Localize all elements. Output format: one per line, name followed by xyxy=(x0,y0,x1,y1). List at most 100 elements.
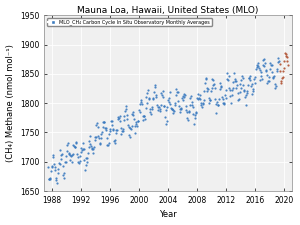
Point xyxy=(255,61,260,65)
Point xyxy=(209,87,214,90)
Point xyxy=(46,165,50,169)
Point xyxy=(104,136,109,140)
Point xyxy=(134,120,138,124)
Point xyxy=(195,96,200,100)
Point xyxy=(118,115,122,118)
Point xyxy=(211,83,216,87)
Point xyxy=(154,95,158,99)
Point xyxy=(58,148,62,152)
Point xyxy=(267,75,272,79)
Point xyxy=(277,59,281,63)
Point xyxy=(183,94,188,97)
Point xyxy=(212,82,217,86)
Point xyxy=(84,157,88,160)
Point xyxy=(63,161,68,164)
Point xyxy=(159,92,164,95)
Point xyxy=(156,108,161,112)
Point xyxy=(198,102,203,105)
Point xyxy=(214,102,218,106)
Point xyxy=(215,103,220,106)
Point xyxy=(110,119,115,123)
Point xyxy=(223,94,227,97)
Point xyxy=(149,108,154,111)
Point xyxy=(286,63,290,67)
Point xyxy=(221,97,226,101)
Point xyxy=(75,160,80,164)
Point xyxy=(268,63,273,67)
Point xyxy=(85,157,90,160)
Point xyxy=(167,90,172,94)
Point xyxy=(222,102,227,106)
Point xyxy=(259,75,264,78)
Point xyxy=(179,106,184,110)
Point xyxy=(236,97,241,101)
Point xyxy=(270,63,275,67)
Point xyxy=(198,97,203,101)
Point xyxy=(90,146,94,150)
Point xyxy=(72,145,77,148)
Point xyxy=(254,65,259,69)
Point xyxy=(248,74,253,78)
Point xyxy=(224,78,229,81)
Point xyxy=(211,79,215,82)
Point xyxy=(201,102,206,106)
Point xyxy=(107,127,112,130)
Point xyxy=(279,79,284,83)
Point xyxy=(251,88,256,91)
Point xyxy=(141,114,146,118)
Point xyxy=(150,96,155,100)
Point xyxy=(173,93,178,97)
Point xyxy=(64,143,69,146)
Point xyxy=(125,117,130,121)
Point xyxy=(207,98,212,102)
Point xyxy=(114,128,119,131)
Point xyxy=(179,96,184,100)
Point xyxy=(232,71,236,74)
Point xyxy=(204,77,208,81)
Point xyxy=(253,76,258,79)
Point xyxy=(238,86,243,89)
Point xyxy=(233,79,238,83)
Point xyxy=(87,140,92,143)
Point xyxy=(109,123,114,127)
Point xyxy=(255,63,260,67)
Point xyxy=(115,117,120,121)
Point xyxy=(102,121,107,124)
Point xyxy=(216,104,221,107)
Point xyxy=(208,98,213,102)
Point xyxy=(132,124,137,128)
Point xyxy=(262,57,267,60)
Point xyxy=(94,123,99,126)
Point xyxy=(250,89,255,92)
Point xyxy=(152,90,157,94)
Point xyxy=(124,107,129,111)
Point xyxy=(58,153,63,156)
Point xyxy=(178,107,183,111)
Point xyxy=(204,89,209,92)
Point xyxy=(147,96,152,100)
Point xyxy=(192,113,197,117)
Point xyxy=(104,126,109,130)
Point xyxy=(68,153,73,156)
Point xyxy=(50,153,55,157)
Point xyxy=(280,75,285,79)
Point xyxy=(234,86,239,90)
Point xyxy=(227,86,232,90)
Point xyxy=(92,146,97,149)
Point xyxy=(67,151,72,155)
Point xyxy=(220,95,224,99)
Point xyxy=(144,95,148,99)
Point xyxy=(266,79,271,83)
Point xyxy=(65,149,70,153)
Point xyxy=(49,169,53,173)
Point xyxy=(252,81,257,84)
Point xyxy=(49,164,54,167)
Point xyxy=(48,177,53,181)
Point xyxy=(182,95,186,99)
Point xyxy=(217,97,221,101)
Point xyxy=(55,171,60,175)
Point xyxy=(137,110,142,114)
Point xyxy=(181,94,186,98)
Point xyxy=(72,144,76,147)
Point xyxy=(268,62,273,65)
